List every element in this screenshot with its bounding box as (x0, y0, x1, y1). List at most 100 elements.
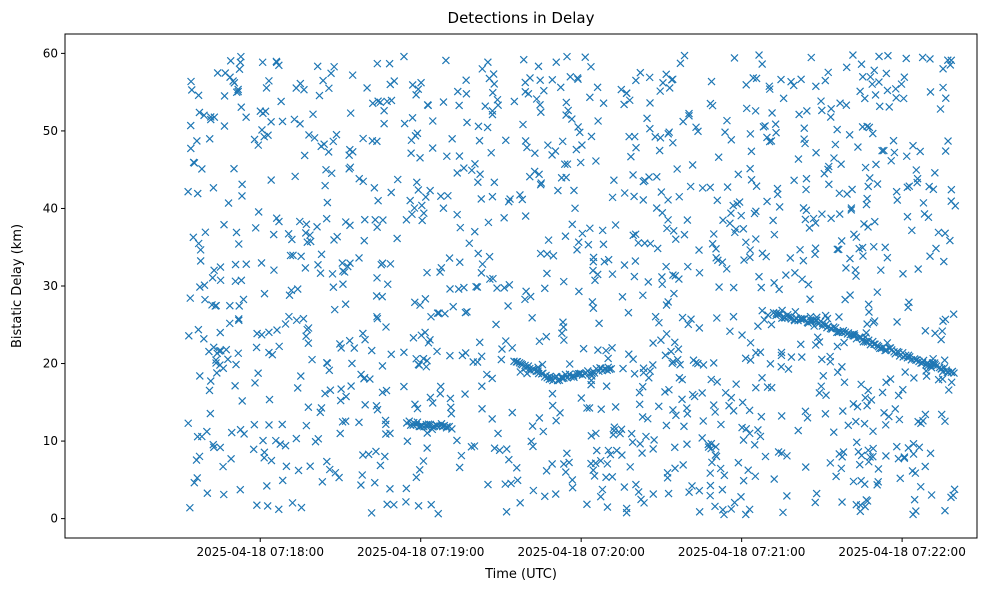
data-point (443, 191, 452, 200)
data-point (685, 109, 693, 118)
data-point (931, 329, 940, 338)
data-point (195, 108, 204, 117)
data-point (519, 55, 528, 64)
data-point (820, 169, 829, 178)
data-point (260, 132, 269, 141)
data-point (777, 348, 786, 357)
data-point (276, 440, 285, 449)
data-point (944, 137, 952, 146)
data-point (230, 164, 238, 173)
data-point (501, 337, 510, 345)
data-point (854, 447, 863, 456)
data-point (443, 422, 451, 431)
data-point (333, 232, 342, 241)
data-point (722, 264, 731, 273)
data-point (922, 372, 931, 380)
data-point (604, 255, 613, 264)
data-point (542, 332, 551, 341)
data-point (473, 358, 482, 367)
data-point (758, 306, 767, 315)
data-point (402, 215, 411, 224)
data-point (376, 98, 385, 107)
data-point (844, 421, 853, 430)
data-point (733, 200, 742, 208)
data-point (949, 310, 958, 319)
data-point (679, 117, 688, 126)
data-point (745, 253, 754, 262)
data-point (713, 196, 722, 205)
data-point (484, 218, 493, 227)
data-point (209, 440, 218, 449)
data-point (668, 75, 677, 84)
data-point (680, 422, 688, 431)
data-point (892, 187, 901, 196)
data-point (852, 272, 860, 281)
data-point (874, 477, 883, 486)
data-point (242, 113, 251, 122)
data-point (348, 71, 357, 80)
data-point (753, 322, 762, 331)
data-point (324, 84, 333, 93)
data-point (518, 195, 527, 204)
data-point (617, 425, 626, 434)
data-point (680, 51, 689, 60)
data-point (941, 94, 950, 103)
data-point (278, 117, 287, 126)
data-point (856, 87, 865, 96)
data-point (775, 285, 784, 294)
data-point (842, 101, 851, 110)
data-point (497, 355, 506, 364)
data-point (470, 227, 479, 236)
data-point (304, 339, 313, 348)
data-point (436, 268, 444, 276)
data-point (882, 378, 891, 387)
data-point (559, 318, 567, 327)
data-point (414, 185, 423, 194)
data-point (454, 285, 463, 293)
data-point (656, 87, 665, 96)
data-point (639, 177, 648, 186)
data-point (325, 465, 334, 474)
data-point (947, 56, 956, 65)
data-point (665, 84, 674, 92)
data-point (799, 256, 808, 265)
data-point (488, 192, 497, 201)
data-point (453, 168, 462, 177)
data-point (250, 420, 259, 429)
data-point (646, 99, 654, 107)
data-point (350, 344, 359, 352)
data-point (583, 500, 591, 509)
data-point (412, 473, 421, 482)
data-point (602, 382, 611, 391)
data-point (495, 446, 504, 455)
data-point (837, 160, 846, 169)
data-point (296, 119, 304, 128)
data-point (811, 82, 820, 91)
data-point (560, 160, 569, 169)
data-point (638, 291, 647, 300)
data-point (938, 327, 947, 336)
data-point (288, 498, 297, 507)
data-point (184, 187, 193, 196)
data-point (950, 369, 958, 378)
data-point (715, 283, 723, 291)
data-point (882, 69, 891, 78)
data-point (482, 370, 491, 379)
data-point (622, 89, 631, 98)
data-point (771, 120, 780, 129)
data-point (673, 165, 682, 173)
data-point (730, 228, 739, 237)
data-point (668, 359, 677, 368)
data-point (916, 482, 925, 491)
data-point (886, 375, 895, 384)
data-point (332, 130, 341, 139)
data-point (939, 317, 947, 326)
data-point (382, 386, 391, 395)
data-point (498, 345, 506, 353)
data-point (227, 428, 236, 437)
data-point (673, 355, 682, 364)
data-point (265, 348, 273, 357)
data-point (667, 347, 675, 356)
data-point (490, 444, 499, 453)
data-point (424, 101, 433, 110)
